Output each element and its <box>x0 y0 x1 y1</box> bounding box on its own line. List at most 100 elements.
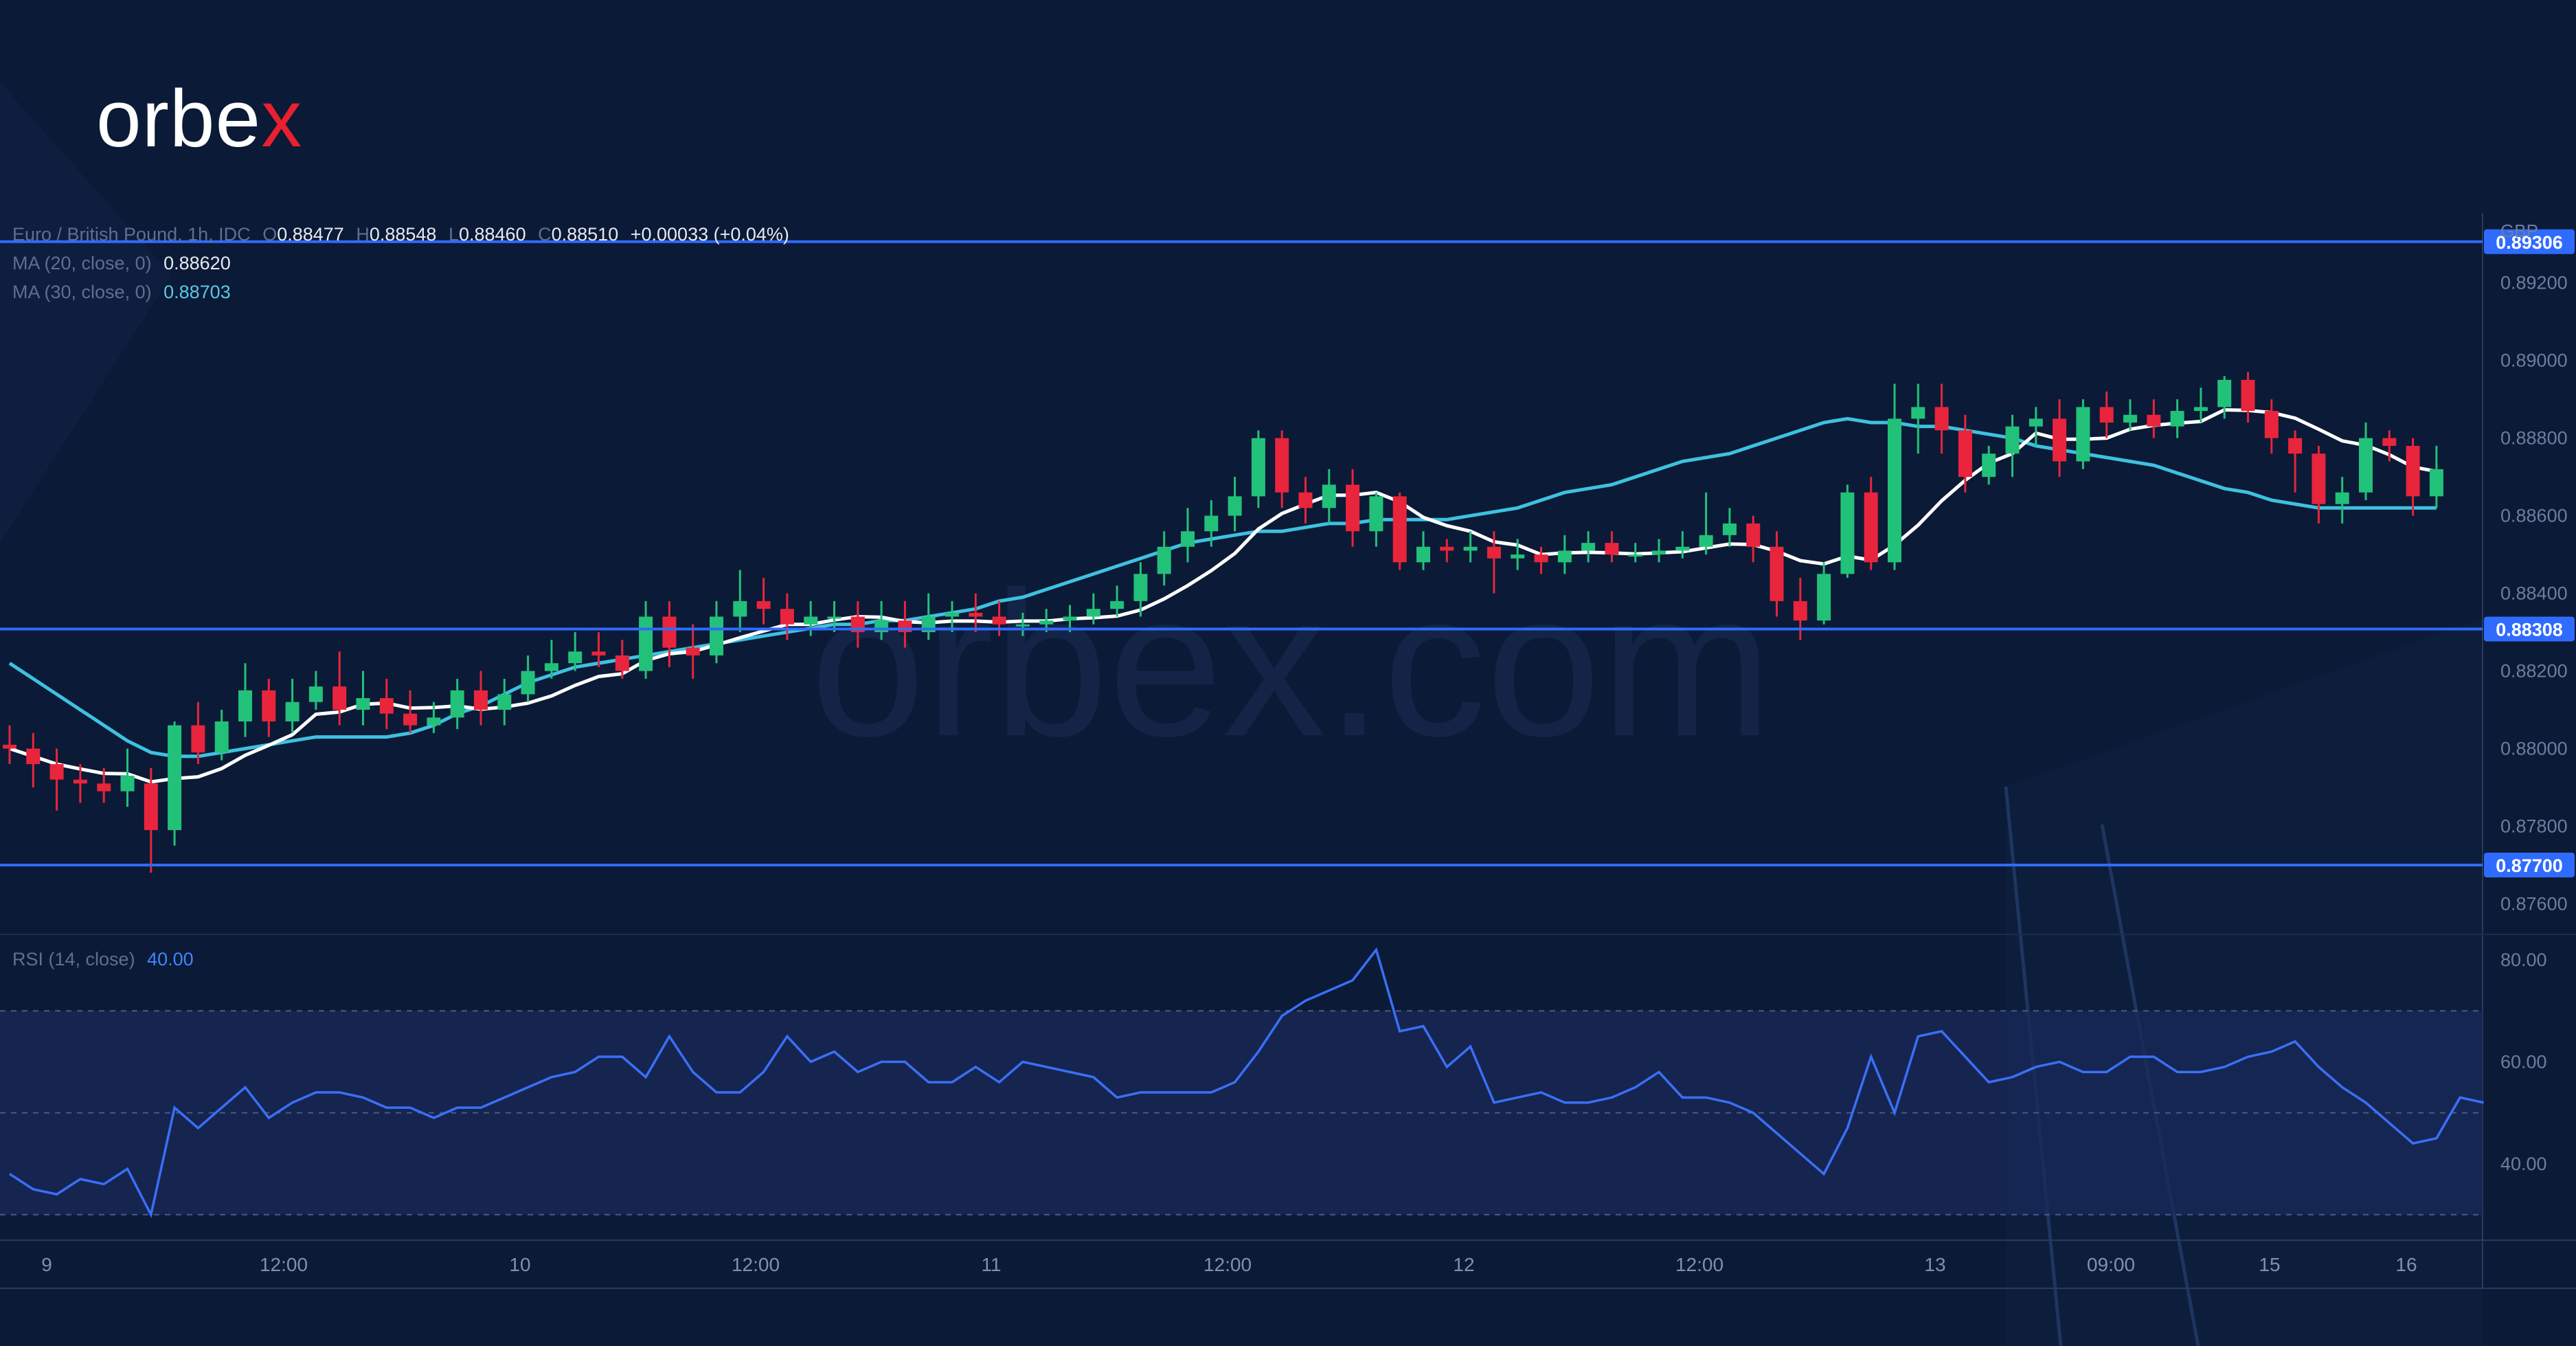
price-tick-label: 0.88800 <box>2500 428 2568 449</box>
candle-body <box>49 764 64 780</box>
candle-body <box>2335 492 2349 504</box>
candle-body <box>450 690 464 718</box>
candle-body <box>1157 546 1171 574</box>
candle-body <box>308 686 323 702</box>
close-label: C <box>538 224 552 245</box>
candle-body <box>2264 411 2279 438</box>
candle-body <box>403 713 418 726</box>
candle-body <box>2429 469 2443 497</box>
watermark: orbex.com <box>811 548 1773 779</box>
candles <box>3 372 2443 873</box>
candle-body <box>710 616 723 655</box>
candle-body <box>2170 411 2184 427</box>
candle-body <box>1181 531 1195 547</box>
candle-body <box>2241 379 2255 412</box>
candle-body <box>827 616 841 619</box>
candle-body <box>2406 445 2420 497</box>
ma30-value: 0.88703 <box>163 282 231 302</box>
candle-body <box>1628 554 1642 557</box>
candle-body <box>945 612 959 617</box>
candle-body <box>1511 554 1525 559</box>
candle-body <box>144 783 158 831</box>
level-tag <box>2484 852 2575 877</box>
candle-body <box>544 663 558 671</box>
candle-body <box>191 725 205 753</box>
level-tag-label: 0.88308 <box>2496 620 2563 640</box>
price-tick-label: 0.89200 <box>2500 273 2568 293</box>
candle-body <box>992 616 1006 625</box>
candle-body <box>2382 438 2397 446</box>
close-value: 0.88510 <box>551 224 619 245</box>
candle-body <box>1722 523 1737 535</box>
candle-body <box>1133 574 1148 601</box>
level-tag-label: 0.87700 <box>2496 855 2563 876</box>
watermark-text: orbex.com <box>811 548 1773 779</box>
candle-body <box>1015 624 1030 627</box>
level-tag <box>2484 229 2575 254</box>
time-tick-label: 9 <box>41 1254 52 1275</box>
moving-averages <box>8 407 2437 784</box>
candle-body <box>379 698 394 714</box>
high-label: H <box>356 224 370 245</box>
candle-body <box>1298 492 1313 508</box>
candle-body <box>1039 620 1054 625</box>
time-tick-label: 13 <box>1924 1254 1945 1275</box>
rsi-tick-label: 40.00 <box>2500 1154 2547 1174</box>
candle-body <box>214 721 229 753</box>
rsi-label: RSI (14, close) <box>12 949 135 969</box>
candle-body <box>1817 574 1831 621</box>
ma30-label: MA (30, close, 0) <box>12 282 152 302</box>
candle-body <box>1534 554 1548 563</box>
candle-body <box>2123 414 2137 423</box>
candle-body <box>1463 546 1478 551</box>
candle-body <box>733 601 747 617</box>
price-tick-label: 0.88200 <box>2500 661 2568 682</box>
candle-body <box>2288 438 2303 454</box>
candle-body <box>1322 484 1336 508</box>
candle-body <box>1746 523 1761 547</box>
candle-body <box>1228 496 1242 516</box>
rsi-tick-label: 60.00 <box>2500 1051 2547 1072</box>
candle-body <box>1416 546 1430 563</box>
rsi-band-fill <box>0 1011 2483 1215</box>
candle-body <box>2359 438 2373 493</box>
level-tag <box>2484 616 2575 642</box>
bg-shape-right <box>2006 618 2483 1346</box>
candle-body <box>804 616 818 625</box>
change-value: +0.00033 (+0.04%) <box>630 224 789 245</box>
candle-body <box>780 609 794 625</box>
candle-body <box>1086 609 1100 617</box>
candle-body <box>3 744 16 749</box>
candle-body <box>756 601 771 609</box>
candle-body <box>73 779 87 784</box>
price-tick-label: 0.89000 <box>2500 350 2568 371</box>
logo-text: orbe <box>96 74 262 164</box>
candle-body <box>1063 616 1077 621</box>
candle-body <box>168 725 182 831</box>
candle-body <box>1487 546 1501 559</box>
candle-body <box>1675 546 1690 551</box>
ma30-line <box>8 416 2437 759</box>
candle-body <box>474 690 488 710</box>
candle-body <box>1204 515 1219 532</box>
candle-body <box>591 651 606 655</box>
candle-body <box>1440 546 1454 551</box>
candle-body <box>1934 407 1949 431</box>
symbol-legend: Euro / British Pound, 1h, IDC O0.88477 H… <box>12 224 789 245</box>
time-tick-label: 09:00 <box>2087 1254 2135 1275</box>
price-tick-label: 0.88000 <box>2500 739 2568 759</box>
high-value: 0.88548 <box>369 224 437 245</box>
time-tick-label: 16 <box>2395 1254 2417 1275</box>
candle-body <box>2312 453 2326 504</box>
axes: GBP 0.89200 0.89000 0.88800 0.88600 0.88400 0… <box>41 221 2567 1275</box>
candle-body <box>1110 601 1125 609</box>
candle-body <box>521 671 535 695</box>
candle-body <box>332 686 347 710</box>
candle-body <box>1652 550 1666 555</box>
open-label: O <box>262 224 278 245</box>
rsi-panel <box>0 947 2484 1219</box>
ma20-label: MA (20, close, 0) <box>12 253 152 273</box>
candle-body <box>1958 430 1972 478</box>
candle-body <box>969 612 983 617</box>
